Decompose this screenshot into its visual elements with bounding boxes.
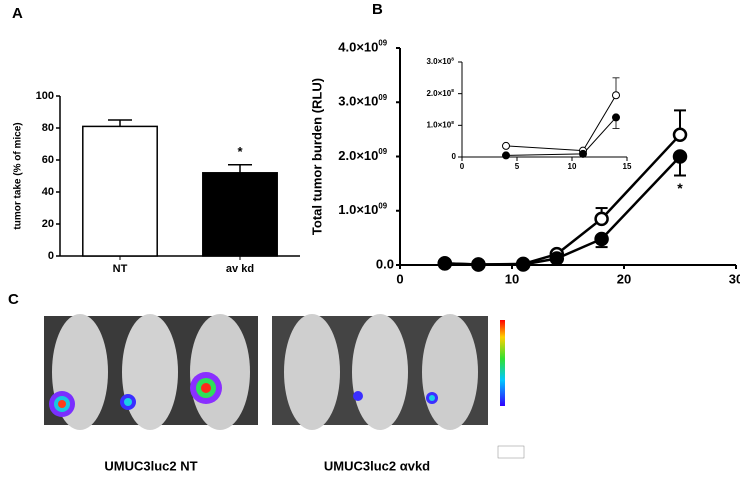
x-tick-label: 15 bbox=[623, 162, 632, 171]
marker bbox=[502, 141, 510, 150]
annotation: * bbox=[677, 180, 683, 196]
marker bbox=[672, 149, 688, 164]
marker bbox=[612, 113, 620, 122]
y-tick-sup: 8 bbox=[451, 120, 454, 126]
x-tick-label: 10 bbox=[568, 162, 577, 171]
x-tick-label: 5 bbox=[515, 162, 520, 171]
y-tick-sup: 8 bbox=[451, 56, 454, 62]
y-tick-label: 2.0×10 bbox=[338, 148, 378, 163]
marker bbox=[594, 231, 609, 247]
y-tick-sup: 09 bbox=[378, 147, 387, 156]
marker bbox=[612, 91, 620, 100]
caption: UMUC3luc2 NT bbox=[104, 458, 197, 473]
marker bbox=[594, 211, 609, 227]
bar bbox=[202, 172, 278, 257]
panel-label: B bbox=[372, 1, 383, 18]
y-tick-sup: 09 bbox=[378, 93, 387, 102]
caption: UMUC3luc2 αvkd bbox=[324, 458, 430, 473]
x-tick-label: NT bbox=[113, 263, 128, 275]
series-line bbox=[505, 94, 617, 152]
y-tick-label: 1.0×10 bbox=[338, 202, 378, 217]
y-tick-label: 0 bbox=[452, 152, 457, 161]
y-tick-label: 3.0×10 bbox=[338, 94, 378, 109]
y-tick-sup: 8 bbox=[451, 88, 454, 94]
x-tick-label: 0 bbox=[396, 271, 403, 286]
mouse-image-nt bbox=[44, 314, 258, 430]
y-tick-label: 3.0×10 bbox=[426, 57, 451, 66]
y-tick-label: 0 bbox=[48, 250, 54, 262]
color-bar-legend bbox=[497, 445, 525, 459]
marker bbox=[471, 257, 486, 272]
marker bbox=[502, 151, 510, 160]
x-tick-label: 10 bbox=[505, 271, 519, 286]
y-tick-label: 1.0×10 bbox=[426, 120, 451, 129]
x-tick-label: 20 bbox=[617, 271, 631, 286]
y-tick-label: 2.0×10 bbox=[426, 89, 451, 98]
y-tick-label: 0.0 bbox=[376, 256, 394, 271]
y-tick-label: 40 bbox=[42, 186, 54, 198]
marker bbox=[672, 127, 688, 143]
marker bbox=[549, 251, 565, 266]
marker bbox=[437, 256, 453, 271]
y-axis-label: tumor take (% of mice) bbox=[13, 122, 24, 229]
y-tick-sup: 09 bbox=[378, 201, 387, 210]
x-tick-label: av kd bbox=[226, 263, 254, 275]
color-bar bbox=[500, 320, 505, 406]
panel-label: C bbox=[8, 291, 19, 308]
y-tick-label: 4.0×10 bbox=[338, 39, 378, 54]
y-tick-label: 80 bbox=[42, 122, 54, 134]
y-tick-label: 60 bbox=[42, 154, 54, 166]
marker bbox=[579, 149, 587, 158]
panel-label: A bbox=[12, 5, 23, 22]
marker bbox=[515, 257, 531, 272]
y-tick-label: 100 bbox=[36, 90, 54, 102]
x-tick-label: 0 bbox=[460, 162, 465, 171]
y-axis-label: Total tumor burden (RLU) bbox=[309, 78, 324, 235]
annotation: * bbox=[237, 144, 243, 159]
bar bbox=[82, 125, 158, 257]
y-tick-label: 20 bbox=[42, 218, 54, 230]
x-tick-label: 30 bbox=[729, 271, 740, 286]
y-tick-sup: 09 bbox=[378, 39, 387, 48]
mouse-image-avkd bbox=[272, 314, 488, 430]
